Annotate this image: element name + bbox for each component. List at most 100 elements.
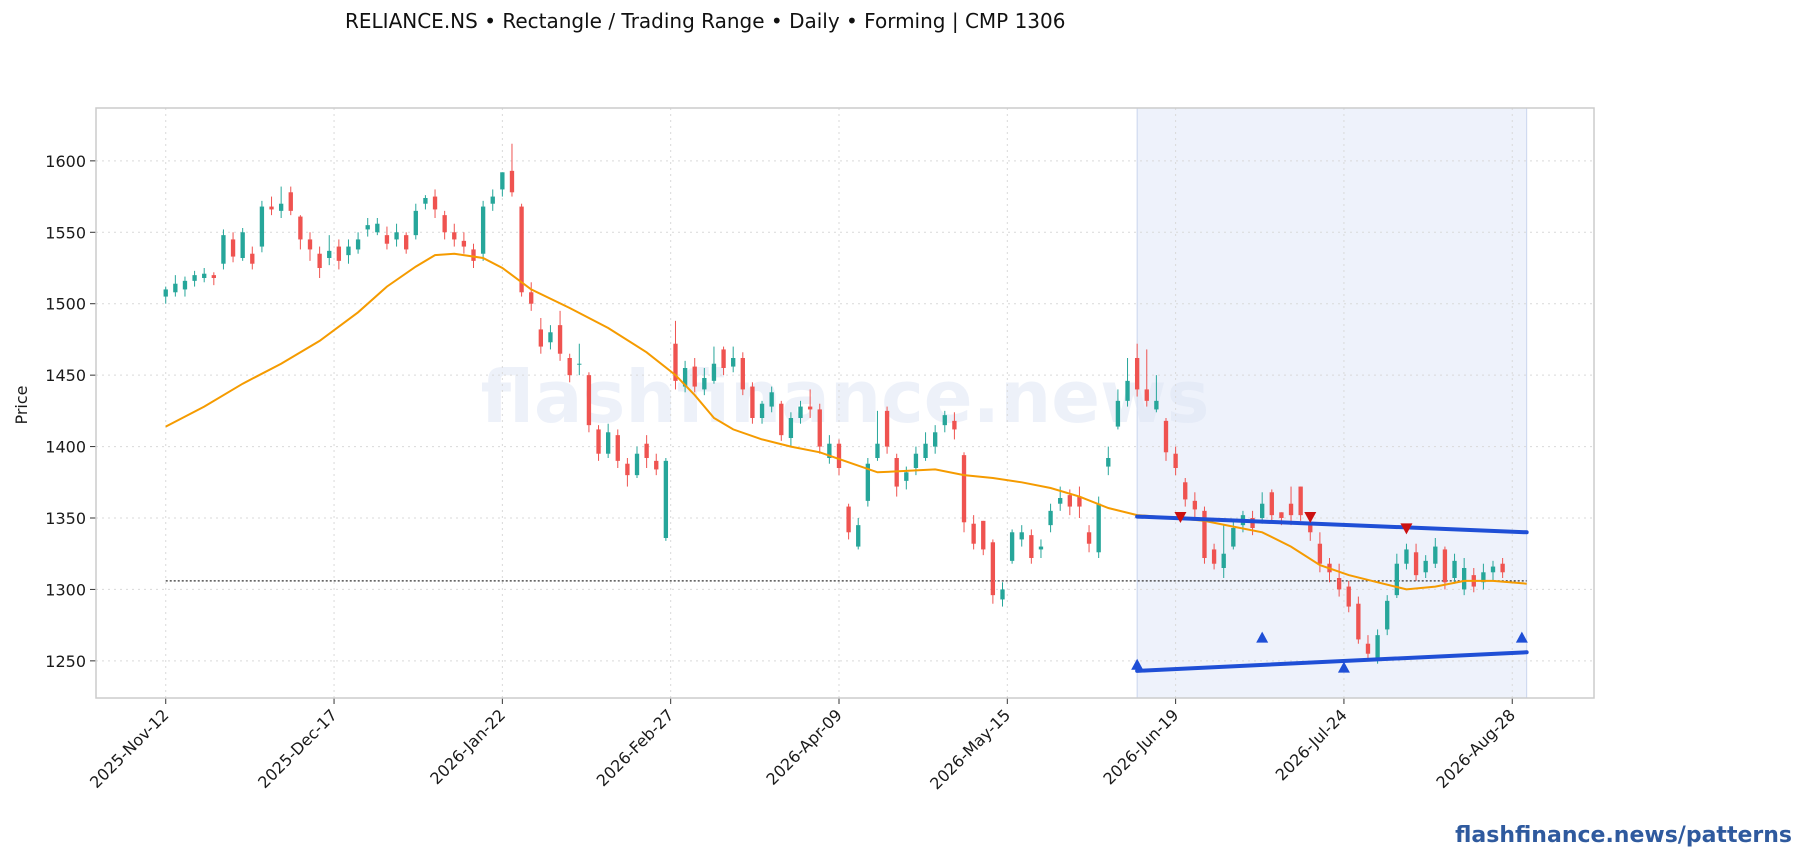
candle-up	[798, 400, 803, 424]
candle-body	[731, 358, 736, 367]
x-tick-label: 2026-Jun-19	[1099, 705, 1182, 788]
x-tick-label: 2025-Nov-12	[86, 705, 173, 792]
candle-body	[817, 409, 822, 447]
swing-low-marker	[1337, 661, 1350, 673]
candle-body	[384, 235, 390, 244]
candle-body	[750, 386, 755, 418]
candle-up	[769, 386, 774, 413]
candle-down	[596, 425, 601, 461]
moving-average-line	[165, 252, 1527, 591]
candle-body	[432, 196, 438, 210]
candle-up	[1154, 375, 1159, 413]
candle-body	[1365, 643, 1371, 654]
candle-body	[1125, 380, 1130, 401]
candle-body	[1442, 549, 1448, 583]
candle-body	[519, 206, 524, 293]
candle-body	[634, 453, 640, 476]
candle-body	[202, 273, 207, 278]
candle-body	[942, 415, 947, 426]
candle-down	[846, 503, 851, 540]
candle-body	[1336, 578, 1342, 590]
candle-up	[1481, 563, 1486, 590]
candle-body	[933, 432, 938, 447]
candle-up	[577, 343, 582, 376]
candle-up	[1019, 525, 1024, 547]
brand-url[interactable]: flashfinance.news/patterns	[1455, 823, 1792, 848]
candle-body	[721, 349, 726, 368]
candle-down	[298, 215, 303, 250]
candle-down	[452, 223, 457, 247]
candle-body	[856, 525, 861, 547]
candle-body	[846, 506, 851, 533]
candle-up	[413, 203, 418, 240]
candle-up	[548, 325, 553, 350]
candle-up	[605, 423, 611, 458]
candle-up	[173, 275, 178, 297]
candle-up	[192, 270, 197, 287]
grid	[96, 108, 1594, 698]
candle-body	[663, 460, 669, 538]
candle-body	[654, 460, 659, 470]
y-tick-label: 1250	[45, 652, 86, 671]
candle-down	[1163, 418, 1169, 461]
swing-high-marker	[1304, 512, 1317, 523]
candle-body	[1106, 458, 1111, 467]
candle-body	[240, 232, 245, 258]
candle-up	[490, 189, 495, 211]
candle-up	[1385, 595, 1390, 636]
candle-down	[529, 282, 534, 311]
candle-body	[404, 235, 409, 250]
x-tick-label: 2026-Jan-22	[426, 705, 509, 788]
candle-body	[740, 358, 745, 390]
candle-down	[981, 520, 986, 556]
candle-body	[1308, 525, 1313, 533]
candle-body	[1221, 553, 1226, 568]
candle-down	[1086, 525, 1092, 553]
y-axis: 1250 1300 1350 1400 1450 1500 1550 1600	[45, 152, 96, 671]
candle-up	[1423, 555, 1428, 578]
candle-body	[182, 280, 188, 290]
candle-up	[375, 218, 380, 236]
candle-body	[173, 283, 178, 293]
candle-up	[865, 458, 871, 507]
candle-body	[1154, 400, 1159, 410]
candle-body	[1144, 389, 1149, 401]
candle-down	[1500, 558, 1505, 578]
candle-body	[682, 368, 688, 387]
candle-body	[1298, 486, 1303, 516]
candle-body	[1500, 563, 1505, 573]
candle-down	[971, 515, 976, 550]
candle-down	[836, 439, 842, 476]
candle-down	[1173, 446, 1178, 476]
candle-up	[1433, 538, 1438, 568]
candle-body	[981, 520, 986, 550]
candle-down	[1269, 489, 1274, 524]
swing-low-marker	[1515, 631, 1528, 643]
candle-down	[1336, 563, 1342, 597]
candle-body	[538, 329, 543, 347]
candle-up	[1260, 492, 1265, 524]
candle-up	[634, 446, 640, 478]
candle-body	[1356, 603, 1361, 640]
candle-down	[750, 382, 755, 424]
candle-body	[567, 358, 572, 376]
candle-body	[1346, 586, 1351, 607]
candle-down	[1134, 343, 1140, 397]
candle-body	[577, 363, 582, 365]
candle-down	[1298, 486, 1303, 521]
y-tick-label: 1350	[45, 509, 86, 528]
candle-body	[288, 192, 293, 211]
candle-down	[1211, 543, 1217, 570]
candle-body	[1260, 503, 1265, 518]
candle-up	[1009, 529, 1015, 564]
candle-body	[461, 240, 467, 247]
candle-down	[567, 353, 572, 383]
candle-body	[692, 366, 697, 387]
candle-down	[307, 232, 313, 261]
candle-up	[221, 229, 226, 270]
candle-up	[240, 228, 245, 261]
candle-body	[836, 443, 842, 468]
candle-up	[731, 346, 736, 373]
candle-body	[596, 429, 601, 454]
